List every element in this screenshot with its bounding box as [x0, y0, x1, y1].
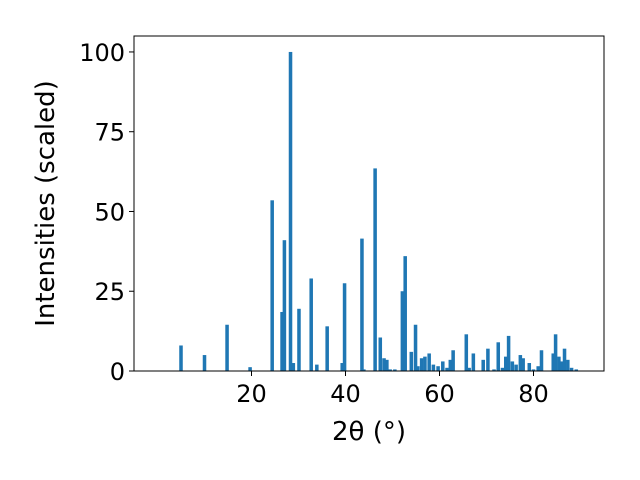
bar — [413, 324, 418, 371]
bar — [527, 363, 532, 371]
y-tick-label: 50 — [94, 198, 125, 226]
y-tick-label: 0 — [110, 358, 125, 386]
bar — [202, 355, 207, 371]
x-axis-label: 2θ (°) — [332, 417, 406, 447]
bar — [248, 367, 252, 371]
bar — [448, 359, 453, 371]
bar — [569, 367, 574, 371]
bar — [225, 324, 229, 371]
x-axis-ticks: 20 40 60 80 — [236, 371, 549, 408]
x-tick-label: 80 — [518, 380, 549, 408]
bar — [388, 369, 392, 371]
plot-frame — [133, 35, 605, 372]
bar — [506, 335, 511, 371]
bar — [451, 350, 455, 371]
bars-group — [179, 51, 579, 371]
bar — [471, 353, 476, 371]
y-tick-label: 25 — [94, 278, 125, 306]
x-tick-label: 40 — [330, 380, 361, 408]
bar — [427, 353, 431, 371]
bar — [309, 278, 313, 371]
bar — [342, 283, 347, 371]
bar — [385, 359, 389, 371]
bar — [315, 364, 319, 371]
bar — [496, 342, 501, 371]
bar — [291, 363, 296, 371]
bar — [467, 367, 471, 371]
bar — [400, 291, 405, 371]
bar — [445, 367, 449, 371]
y-axis-label: Intensities (scaled) — [31, 80, 61, 327]
bar — [288, 51, 293, 371]
bar — [539, 350, 544, 371]
bar — [373, 168, 377, 371]
bar — [486, 348, 490, 371]
bar — [557, 356, 561, 371]
bar — [521, 358, 525, 371]
bar — [504, 356, 508, 371]
bar — [492, 369, 496, 371]
bar — [441, 361, 445, 371]
bar — [416, 366, 420, 371]
bar — [340, 363, 344, 371]
bar — [510, 361, 515, 371]
bar — [419, 358, 424, 371]
bar — [360, 238, 364, 371]
bar — [409, 351, 414, 371]
bar — [280, 311, 284, 371]
bar — [393, 369, 397, 371]
bar — [536, 366, 540, 371]
y-tick-label: 75 — [94, 119, 125, 147]
bar — [566, 359, 570, 371]
bar — [562, 348, 567, 371]
bar — [518, 355, 523, 371]
bar — [362, 369, 366, 371]
bar — [551, 353, 556, 371]
y-axis-ticks: 0 25 50 75 100 — [79, 39, 134, 386]
bar — [403, 256, 407, 371]
bar — [179, 345, 183, 371]
bar — [500, 367, 505, 371]
bar — [270, 200, 274, 371]
bar — [531, 369, 536, 371]
bar — [464, 334, 469, 371]
bar — [553, 334, 558, 371]
bar — [378, 337, 383, 371]
bar — [574, 369, 579, 371]
bar — [382, 358, 386, 371]
y-tick-label: 100 — [79, 39, 125, 67]
bar — [481, 359, 485, 371]
x-tick-label: 20 — [236, 380, 267, 408]
bar — [514, 364, 518, 371]
bar — [297, 308, 301, 371]
bar — [559, 361, 564, 371]
bar — [282, 240, 287, 371]
bar — [431, 364, 436, 371]
bar — [436, 366, 440, 371]
bar — [423, 356, 427, 371]
x-tick-label: 60 — [424, 380, 455, 408]
bar — [325, 326, 329, 371]
